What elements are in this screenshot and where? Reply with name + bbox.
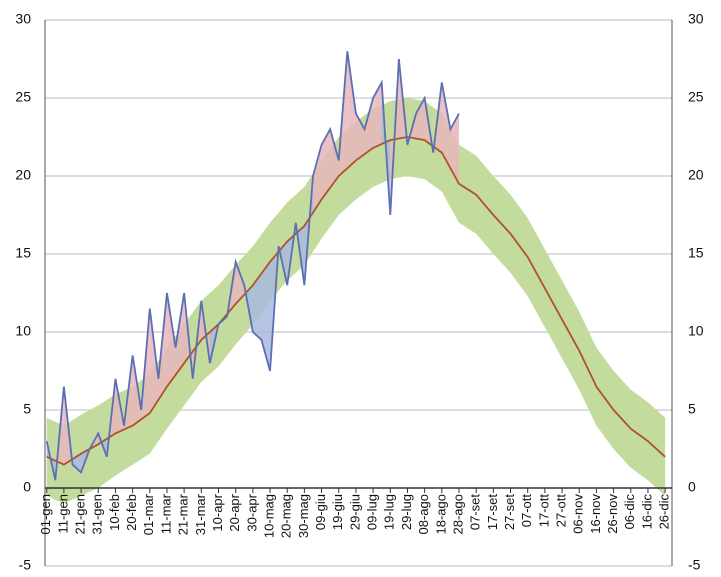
x-tick-label: 19-lug (382, 494, 397, 530)
difference-fill (450, 113, 459, 184)
y-tick-label: 25 (15, 89, 31, 105)
difference-fill (321, 129, 331, 200)
x-tick-label: 30-mag (296, 494, 311, 538)
x-tick-label: 07-ott (519, 494, 534, 528)
difference-fill (261, 261, 271, 371)
x-tick-label: 28-ago (450, 494, 465, 534)
y2-tick-label: 25 (688, 89, 704, 105)
x-tick-label: 16-dic (639, 494, 654, 530)
y2-tick-label: 5 (688, 401, 696, 417)
y-tick-label: 30 (15, 11, 31, 27)
y-tick-label: 15 (15, 245, 31, 261)
y-tick-label: 20 (15, 167, 31, 183)
x-tick-label: 06-nov (571, 494, 586, 534)
range-band (46, 98, 666, 504)
y2-tick-label: 10 (688, 323, 704, 339)
y-tick-label: 5 (23, 401, 31, 417)
x-tick-label: 17-ott (536, 494, 551, 528)
x-tick-label: 27-ott (553, 494, 568, 528)
y2-tick-label: -5 (688, 557, 701, 572)
x-tick-label: 29-giu (347, 494, 362, 530)
x-tick-label: 31-mar (193, 493, 208, 535)
difference-fill (175, 293, 185, 375)
x-tick-label: 06-dic (622, 494, 637, 530)
x-tick-label: 01-gen (38, 494, 53, 534)
x-tick-label: 20-feb (124, 494, 139, 531)
y2-tick-label: 20 (688, 167, 704, 183)
difference-fill (347, 51, 356, 169)
x-tick-label: 21-mar (176, 493, 191, 535)
x-tick-label: 19-giu (330, 494, 345, 530)
x-tick-label: 01-mar (141, 493, 156, 535)
x-tick-label: 27-set (502, 494, 517, 531)
difference-fill (235, 261, 245, 304)
difference-fill (441, 82, 451, 169)
x-tick-label: 20-apr (227, 493, 242, 531)
mean-line (46, 136, 666, 466)
difference-fill (166, 293, 176, 387)
difference-fill (252, 273, 262, 340)
x-tick-label: 09-lug (365, 494, 380, 530)
actual-line (45, 51, 460, 481)
y2-tick-label: 30 (688, 11, 704, 27)
difference-fill (364, 98, 374, 155)
x-tick-label: 07-set (468, 494, 483, 531)
y-tick-label: 10 (15, 323, 31, 339)
x-tick-label: 17-set (485, 494, 500, 531)
x-tick-label: 26-dic (657, 494, 672, 530)
difference-fill (373, 82, 382, 148)
x-tick-label: 31-gen (90, 494, 105, 534)
difference-fill (330, 129, 339, 188)
x-tick-label: 08-ago (416, 494, 431, 534)
x-tick-label: 11-mar (158, 493, 173, 534)
x-tick-label: 10-feb (107, 494, 122, 531)
x-tick-label: 16-nov (588, 494, 603, 534)
y-tick-label: 0 (23, 479, 31, 495)
x-tick-label: 18-ago (433, 494, 448, 534)
x-tick-label: 30-apr (244, 493, 259, 531)
x-tick-label: 10-mag (261, 494, 276, 538)
x-tick-label: 11-gen (55, 494, 70, 534)
x-tick-label: 20-mag (279, 494, 294, 538)
difference-fill (416, 98, 425, 141)
y-tick-label: -5 (19, 557, 32, 572)
y2-tick-label: 15 (688, 245, 704, 261)
x-tick-label: 21-gen (73, 494, 88, 534)
x-tick-label: 26-nov (605, 494, 620, 534)
y2-tick-label: 0 (688, 479, 696, 495)
difference-fill (312, 144, 322, 213)
x-tick-label: 09-giu (313, 494, 328, 530)
difference-fill (149, 308, 159, 414)
x-tick-label: 10-apr (210, 493, 225, 531)
x-tick-label: 29-lug (399, 494, 414, 530)
